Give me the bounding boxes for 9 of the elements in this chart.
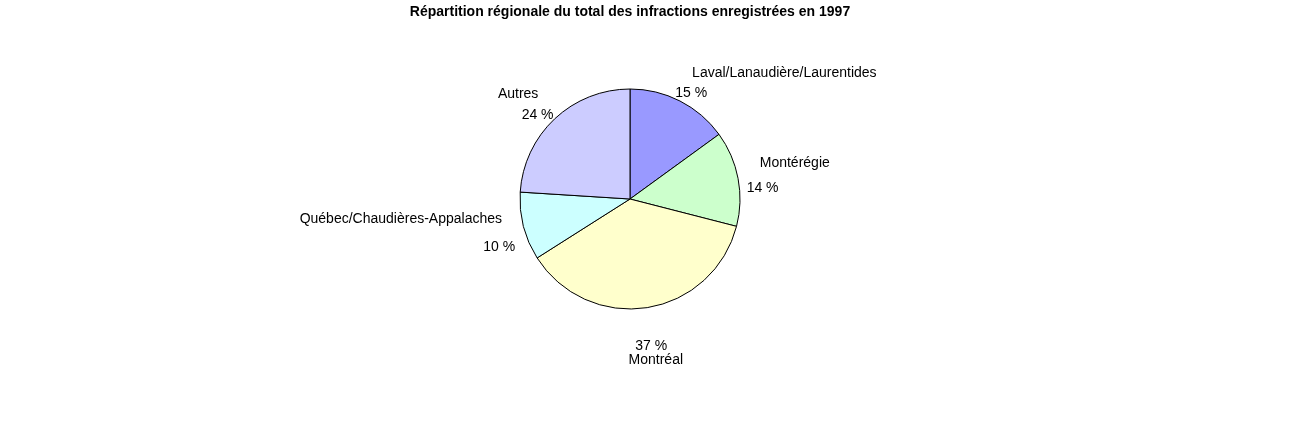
slice-label: Autres: [497, 84, 539, 101]
slice-label: Laval/Lanaudière/Laurentides: [692, 63, 877, 80]
slice-label: Montérégie: [759, 154, 830, 171]
data-label: 10 %: [483, 237, 516, 254]
slice-label: Québec/Chaudières-Appalaches: [299, 209, 503, 226]
data-label: 15 %: [675, 83, 708, 100]
data-label: 14 %: [746, 178, 779, 195]
data-label: 24 %: [521, 105, 554, 122]
chart-title: Répartition régionale du total des infractions enregistrées en 1997: [409, 3, 851, 19]
